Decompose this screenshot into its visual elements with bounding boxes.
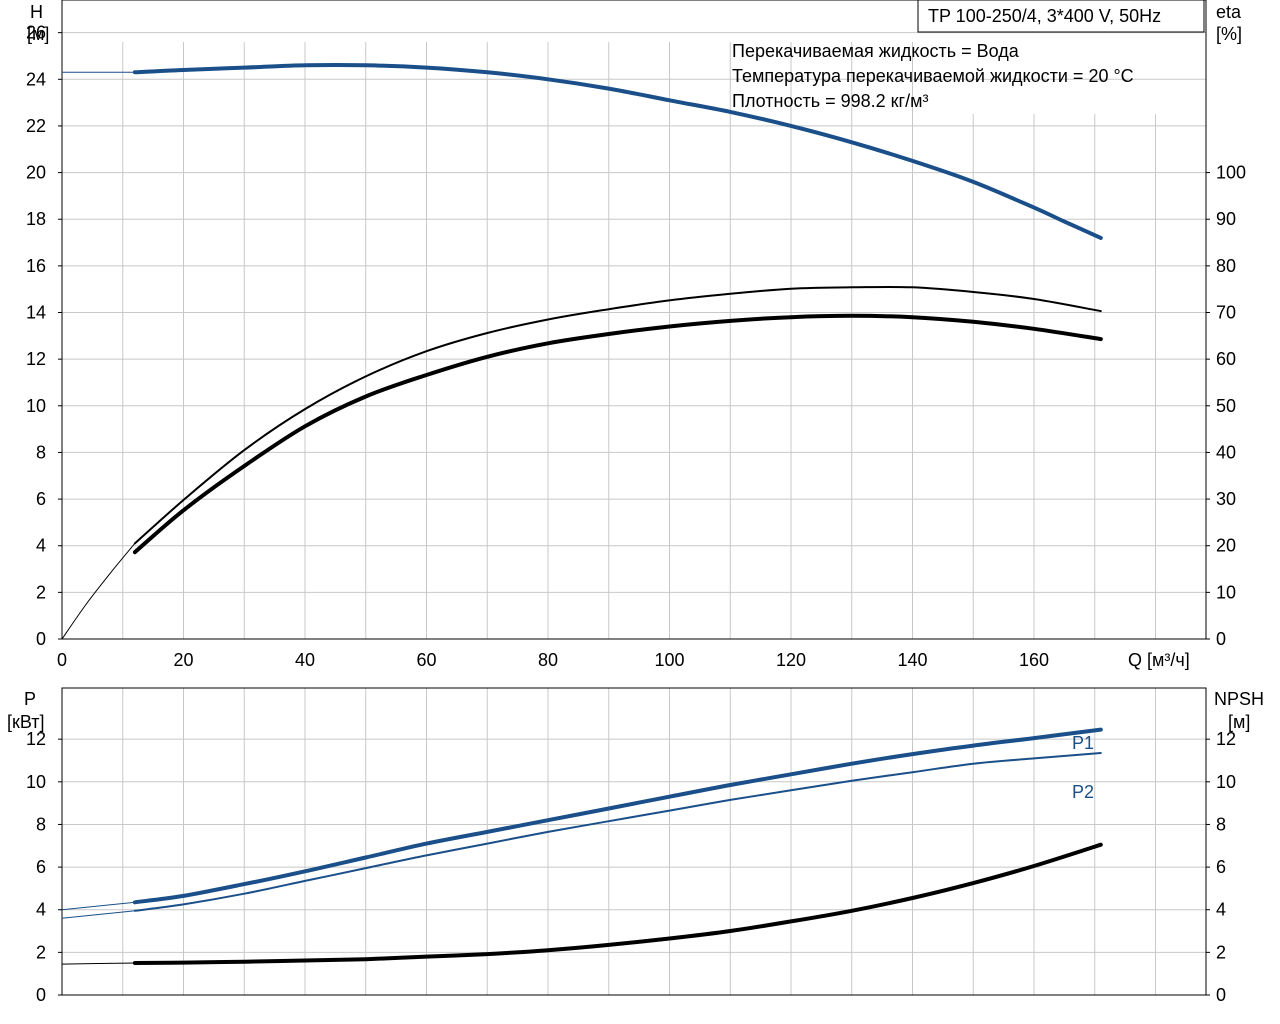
p-axis-unit: [кВт] xyxy=(7,712,45,732)
left-tick-label: 12 xyxy=(26,349,46,369)
eta-axis-unit: [%] xyxy=(1216,24,1242,44)
x-tick-label: 140 xyxy=(897,650,927,670)
upper-plot-frame xyxy=(61,0,1207,640)
left-tick-label: 0 xyxy=(36,629,46,649)
q-axis-label: Q [м³/ч] xyxy=(1128,650,1190,670)
x-tick-label: 80 xyxy=(538,650,558,670)
right-tick-label: 50 xyxy=(1216,396,1236,416)
x-tick-label: 100 xyxy=(654,650,684,670)
chart-title: TP 100-250/4, 3*400 V, 50Hz xyxy=(928,6,1161,26)
right-tick-label: 100 xyxy=(1216,163,1246,183)
left-tick-label: 8 xyxy=(36,442,46,462)
right-tick-label: 0 xyxy=(1216,985,1226,1005)
x-tick-label: 40 xyxy=(295,650,315,670)
left-tick-label: 22 xyxy=(26,116,46,136)
lower-plot-frame xyxy=(61,687,1207,996)
series-p2-line xyxy=(133,752,1102,912)
right-tick-label: 10 xyxy=(1216,582,1236,602)
right-tick-label: 70 xyxy=(1216,303,1236,323)
lower-series xyxy=(61,727,1103,965)
upper-tick-labels: 0246810121416182022242601020304050607080… xyxy=(26,23,1246,670)
npsh-axis-unit: [м] xyxy=(1228,712,1250,732)
right-tick-label: 2 xyxy=(1216,942,1226,962)
left-tick-label: 14 xyxy=(26,303,46,323)
right-tick-label: 8 xyxy=(1216,814,1226,834)
right-tick-label: 4 xyxy=(1216,900,1226,920)
right-tick-label: 20 xyxy=(1216,536,1236,556)
left-tick-label: 8 xyxy=(36,814,46,834)
right-tick-label: 60 xyxy=(1216,349,1236,369)
info-line-temperature: Температура перекачиваемой жидкости = 20… xyxy=(732,66,1134,86)
right-tick-label: 0 xyxy=(1216,629,1226,649)
left-tick-label: 12 xyxy=(26,729,46,749)
left-tick-label: 4 xyxy=(36,900,46,920)
left-tick-label: 6 xyxy=(36,489,46,509)
left-tick-label: 24 xyxy=(26,69,46,89)
x-tick-label: 160 xyxy=(1019,650,1049,670)
left-tick-label: 10 xyxy=(26,396,46,416)
x-tick-label: 20 xyxy=(173,650,193,670)
lower-chart: 0 2 4 6 8 10 12 0 2 4 6 8 10 12 P [кВт] NPSH [м] P1 P… xyxy=(7,687,1264,1005)
series-h-line xyxy=(132,63,1103,240)
right-tick-label: 80 xyxy=(1216,256,1236,276)
left-tick-label: 6 xyxy=(36,857,46,877)
p1-series-label: P1 xyxy=(1072,733,1094,753)
x-tick-label: 0 xyxy=(57,650,67,670)
upper-series xyxy=(61,63,1103,640)
left-tick-label: 16 xyxy=(26,256,46,276)
left-tick-label: 26 xyxy=(26,23,46,43)
right-tick-label: 90 xyxy=(1216,209,1236,229)
p2-series-label: P2 xyxy=(1072,782,1094,802)
left-tick-label: 2 xyxy=(36,942,46,962)
series-p1-extension xyxy=(61,901,135,911)
series-p1-line xyxy=(132,727,1103,905)
h-axis-label: H xyxy=(30,2,43,22)
upper-chart: 0246810121416182022242601020304050607080… xyxy=(26,0,1246,670)
upper-grid xyxy=(62,32,1206,639)
left-tick-label: 10 xyxy=(26,772,46,792)
right-tick-label: 12 xyxy=(1216,729,1236,749)
lower-grid xyxy=(62,688,1206,995)
series-npsh-extension xyxy=(61,962,135,965)
right-tick-label: 6 xyxy=(1216,857,1226,877)
series-eta-pump-line xyxy=(132,313,1103,555)
h-axis-unit: [м] xyxy=(27,24,49,44)
left-tick-label: 4 xyxy=(36,536,46,556)
left-tick-label: 20 xyxy=(26,163,46,183)
info-line-liquid: Перекачиваемая жидкость = Вода xyxy=(732,41,1020,61)
eta-axis-label: eta xyxy=(1216,2,1242,22)
right-tick-label: 30 xyxy=(1216,489,1236,509)
series-eta_total-extension xyxy=(61,543,136,640)
x-tick-label: 60 xyxy=(416,650,436,670)
left-tick-label: 2 xyxy=(36,582,46,602)
x-tick-label: 120 xyxy=(776,650,806,670)
info-line-density: Плотность = 998.2 кг/м³ xyxy=(732,91,928,111)
series-p2-extension xyxy=(61,910,135,919)
left-tick-label: 18 xyxy=(26,209,46,229)
lower-tick-labels: 0 2 4 6 8 10 12 0 2 4 6 8 10 12 xyxy=(26,729,1236,1005)
right-tick-label: 10 xyxy=(1216,772,1236,792)
left-tick-label: 0 xyxy=(36,985,46,1005)
series-eta-total-line xyxy=(133,285,1102,545)
right-tick-label: 40 xyxy=(1216,442,1236,462)
title-box xyxy=(917,0,1205,33)
series-npsh-line xyxy=(132,842,1103,965)
p-axis-label: P xyxy=(24,689,36,709)
npsh-axis-label: NPSH xyxy=(1214,689,1264,709)
